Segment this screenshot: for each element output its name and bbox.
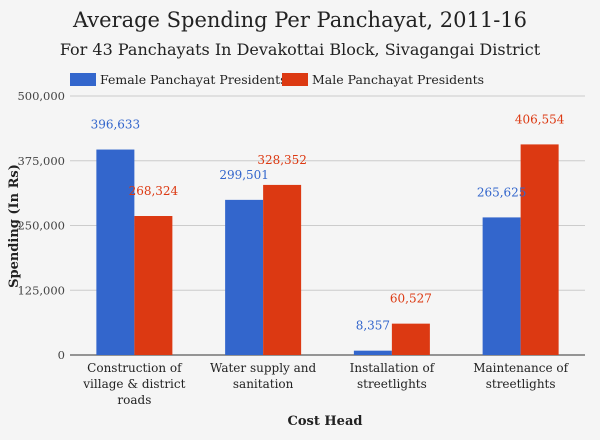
bar-male [520, 144, 559, 355]
data-label: 265,625 [477, 185, 527, 199]
legend-label-male: Male Panchayat Presidents [312, 72, 484, 87]
y-tick-label: 0 [58, 348, 65, 362]
y-tick-label: 500,000 [17, 89, 65, 103]
legend: Female Panchayat Presidents Male Panchay… [70, 72, 484, 87]
bar-female [96, 149, 135, 355]
x-axis-ticks: Construction of village & district roads Wa… [82, 361, 569, 407]
data-label: 268,324 [129, 184, 179, 198]
bar-female [482, 217, 521, 355]
bar-male [263, 184, 302, 355]
y-axis-label: Spending (In Rs) [7, 164, 22, 288]
bars [96, 144, 559, 355]
x-tick-label: Maintenance of streetlights [473, 361, 569, 391]
data-label: 328,352 [257, 153, 307, 167]
chart-title: Average Spending Per Panchayat, 2011-16 [72, 8, 527, 32]
x-tick-label: Water supply and sanitation [210, 361, 316, 391]
legend-label-female: Female Panchayat Presidents [100, 72, 287, 87]
bar-female [225, 199, 264, 355]
data-label: 8,357 [356, 319, 390, 333]
data-label: 60,527 [390, 292, 432, 306]
y-tick-label: 125,000 [17, 283, 65, 297]
data-label: 299,501 [219, 168, 269, 182]
legend-swatch-male [282, 73, 308, 86]
y-axis-ticks: 0 125,000 250,000 375,000 500,000 [17, 89, 65, 362]
x-axis-label: Cost Head [288, 414, 363, 429]
chart-subtitle: For 43 Panchayats In Devakottai Block, S… [60, 40, 541, 59]
bar-male [134, 216, 173, 355]
bar-female [353, 350, 392, 355]
x-tick-label: Installation of streetlights [350, 361, 436, 391]
y-tick-label: 250,000 [17, 219, 65, 233]
bar-male [391, 323, 430, 355]
x-tick-label: Construction of village & district roads [82, 361, 185, 407]
y-tick-label: 375,000 [17, 154, 65, 168]
legend-swatch-female [70, 73, 96, 86]
data-label: 396,633 [91, 118, 141, 132]
data-label: 406,554 [515, 112, 565, 126]
